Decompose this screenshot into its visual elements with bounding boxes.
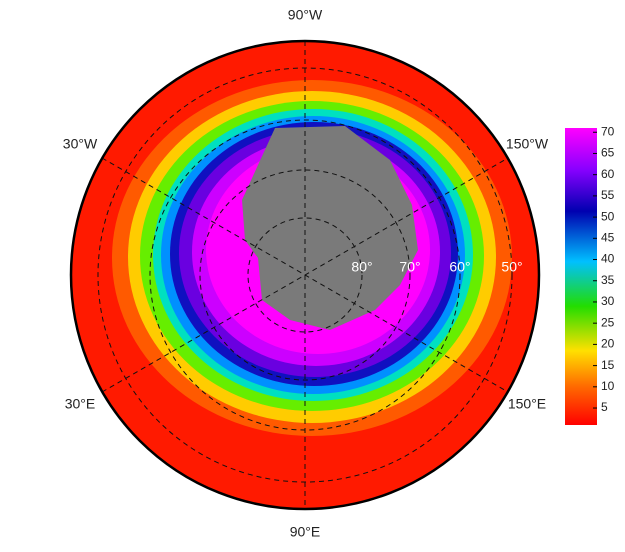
- longitude-label: 30°W: [63, 136, 98, 152]
- colorbar-tick-label: 60: [601, 167, 615, 181]
- colorbar-tick-label: 65: [601, 146, 615, 160]
- colorbar-tick-label: 15: [601, 358, 615, 372]
- colorbar-tick-label: 45: [601, 230, 615, 244]
- colorbar-tick-label: 20: [601, 337, 615, 351]
- colorbar-tick-label: 10: [601, 379, 615, 393]
- colorbar-tick-label: 30: [601, 294, 615, 308]
- colorbar: 5 10 15 20 25 30 35 40 45 50 55 60 65 70: [565, 124, 615, 425]
- latitude-label: 70°: [399, 259, 420, 275]
- colorbar-tick-label: 55: [601, 188, 615, 202]
- colorbar-tick-label: 35: [601, 273, 615, 287]
- colorbar-tick-label: 25: [601, 315, 615, 329]
- map-border: [69, 39, 541, 511]
- colorbar-tick-label: 50: [601, 209, 615, 223]
- longitude-label: 150°W: [506, 136, 549, 152]
- colorbar-tick-label: 5: [601, 400, 608, 414]
- map-disk: [71, 41, 539, 509]
- longitude-label: 90°W: [288, 7, 323, 23]
- colorbar-tick-label: 70: [601, 124, 615, 138]
- longitude-label: 150°E: [508, 396, 546, 412]
- colorbar-gradient: [565, 128, 597, 425]
- latitude-label: 60°: [449, 259, 470, 275]
- latitude-label: 80°: [351, 259, 372, 275]
- longitude-label: 90°E: [290, 524, 321, 540]
- longitude-label: 30°E: [65, 396, 96, 412]
- latitude-label: 50°: [501, 259, 522, 275]
- colorbar-tick-label: 40: [601, 252, 615, 266]
